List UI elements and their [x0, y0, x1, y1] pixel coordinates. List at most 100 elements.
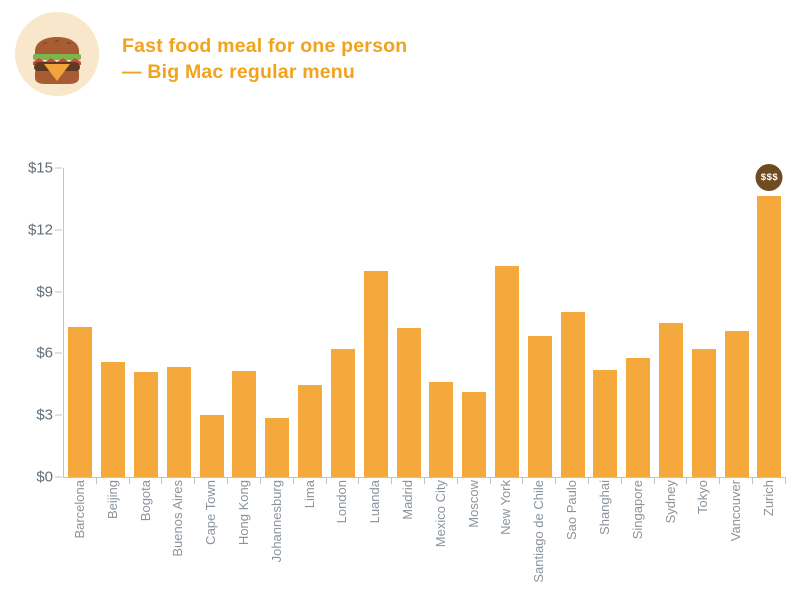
- y-axis-label-9: $9: [36, 283, 53, 301]
- bar-vancouver: [724, 330, 749, 477]
- x-axis-label-singapore: Singapore: [629, 480, 645, 540]
- bar-slot-mexico-city: [425, 168, 458, 484]
- x-axis-label-shanghai: Shanghai: [596, 480, 612, 535]
- x-axis-tick: [719, 478, 721, 484]
- x-axis-label-mexico-city: Mexico City: [432, 480, 448, 548]
- x-axis-tick: [325, 478, 327, 484]
- x-axis-tick: [227, 478, 229, 484]
- x-label-cell-new-york: New York: [490, 480, 523, 592]
- x-axis-tick: [292, 478, 294, 484]
- x-axis-label-london: London: [334, 480, 350, 524]
- x-axis-label-cape-town: Cape Town: [203, 480, 219, 545]
- bar-slot-sydney: [655, 168, 688, 484]
- bar-slot-new-york: [491, 168, 524, 484]
- x-label-cell-cape-town: Cape Town: [194, 480, 227, 592]
- x-label-cell-barcelona: Barcelona: [63, 480, 96, 592]
- bar-slot-hong-kong: [228, 168, 261, 484]
- x-axis-tick: [423, 478, 425, 484]
- bar-sydney: [659, 322, 684, 477]
- x-axis-label-lima: Lima: [301, 480, 317, 509]
- y-axis-tick: [55, 229, 62, 231]
- x-axis-label-sao-paulo: Sao Paulo: [564, 480, 580, 540]
- bar-slot-zurich: $$$: [753, 163, 786, 484]
- x-label-cell-johannesburg: Johannesburg: [260, 480, 293, 592]
- x-label-cell-madrid: Madrid: [391, 480, 424, 592]
- y-axis-tick: [55, 291, 62, 293]
- x-label-cell-buenos-aires: Buenos Aires: [161, 480, 194, 592]
- x-axis-tick: [128, 478, 130, 484]
- y-axis: $0 $3 $6 $9 $12 $15: [0, 160, 62, 486]
- x-axis-tick: [194, 478, 196, 484]
- x-axis-labels: Barcelona Beijing Bogota Buenos Aires Cape T…: [63, 480, 785, 592]
- bar-slot-london: [327, 168, 360, 484]
- x-label-cell-shanghai: Shanghai: [588, 480, 621, 592]
- x-axis-tick: [456, 478, 458, 484]
- x-axis-tick: [686, 478, 688, 484]
- y-axis-tick: [55, 476, 62, 478]
- bar-tokyo: [691, 349, 716, 477]
- page-title: Fast food meal for one person — Big Mac …: [122, 33, 407, 85]
- bar-sao-paulo: [560, 312, 585, 477]
- x-axis-tick: [555, 478, 557, 484]
- bar-slot-barcelona: [64, 168, 97, 484]
- x-label-cell-sao-paulo: Sao Paulo: [555, 480, 588, 592]
- bar-santiago-de-chile: [527, 335, 552, 477]
- x-label-cell-tokyo: Tokyo: [686, 480, 719, 592]
- bar-moscow: [462, 391, 487, 477]
- x-axis-label-beijing: Beijing: [104, 480, 120, 520]
- x-label-cell-singapore: Singapore: [621, 480, 654, 592]
- bar-london: [330, 349, 355, 477]
- bar-slot-singapore: [622, 168, 655, 484]
- x-axis-label-santiago-de-chile: Santiago de Chile: [531, 480, 547, 583]
- bar-luanda: [363, 271, 388, 477]
- x-label-cell-hong-kong: Hong Kong: [227, 480, 260, 592]
- x-label-cell-moscow: Moscow: [457, 480, 490, 592]
- x-axis-label-luanda: Luanda: [367, 480, 383, 524]
- title-line-2: — Big Mac regular menu: [122, 61, 356, 83]
- bar-cape-town: [199, 415, 224, 477]
- y-axis-tick: [55, 167, 62, 169]
- x-axis-tick: [358, 478, 360, 484]
- y-axis-label-6: $6: [36, 344, 53, 362]
- bar-slot-lima: [294, 168, 327, 484]
- bar-lima: [298, 385, 323, 477]
- bar-slot-cape-town: [195, 168, 229, 484]
- bar-slot-beijing: [97, 168, 130, 484]
- bar-bogota: [134, 371, 159, 477]
- y-axis-label-15: $15: [27, 159, 53, 177]
- x-axis-tick: [95, 478, 97, 484]
- bar-barcelona: [68, 326, 93, 477]
- bar-shanghai: [593, 369, 618, 477]
- x-axis-label-sydney: Sydney: [662, 480, 678, 524]
- bar-slot-tokyo: [687, 168, 721, 484]
- bar-slot-vancouver: [720, 168, 754, 484]
- x-axis-label-tokyo: Tokyo: [695, 480, 711, 514]
- y-axis-tick: [55, 414, 62, 416]
- bar-slot-moscow: [458, 168, 491, 484]
- x-label-cell-lima: Lima: [293, 480, 326, 592]
- plot-area: $$$: [63, 163, 786, 484]
- x-axis-label-vancouver: Vancouver: [728, 480, 744, 542]
- x-label-cell-beijing: Beijing: [96, 480, 129, 592]
- bar-slot-bogota: [130, 168, 163, 484]
- x-axis-label-new-york: New York: [498, 480, 514, 535]
- burger-icon: [15, 12, 99, 96]
- x-label-cell-sydney: Sydney: [654, 480, 687, 592]
- bar-slot-luanda: [359, 168, 393, 484]
- x-axis-tick: [784, 478, 786, 484]
- x-axis-label-barcelona: Barcelona: [71, 480, 87, 539]
- x-axis-tick: [752, 478, 754, 484]
- x-axis-label-madrid: Madrid: [400, 480, 416, 520]
- x-label-cell-london: London: [326, 480, 359, 592]
- x-label-cell-vancouver: Vancouver: [719, 480, 752, 592]
- x-label-cell-santiago-de-chile: Santiago de Chile: [522, 480, 555, 592]
- bar-beijing: [101, 361, 126, 477]
- bar-slot-johannesburg: [261, 168, 294, 484]
- bar-new-york: [494, 265, 519, 477]
- y-axis-label-3: $3: [36, 406, 53, 424]
- bar-zurich: [757, 195, 782, 477]
- x-axis-tick: [653, 478, 655, 484]
- bar-buenos-aires: [166, 366, 191, 477]
- x-axis-tick: [588, 478, 589, 484]
- title-line-1: Fast food meal for one person: [122, 35, 408, 57]
